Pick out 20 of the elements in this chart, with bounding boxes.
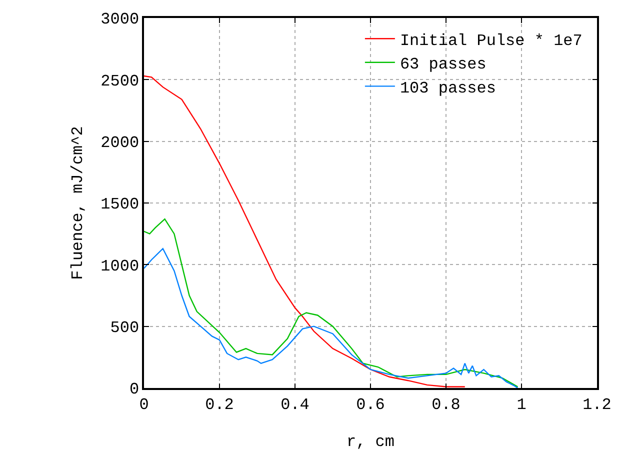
x-tick-label: 1.2 <box>582 396 612 414</box>
y-tick-label: 2000 <box>100 134 140 152</box>
legend-label: 63 passes <box>400 56 486 74</box>
x-axis-title: r, cm <box>346 433 395 452</box>
y-tick-label: 1000 <box>100 257 140 276</box>
x-tick-label: 0.4 <box>280 396 310 414</box>
x-tick-label: 0.2 <box>205 396 234 414</box>
y-tick-label: 500 <box>110 318 140 337</box>
x-tick-label: 0.8 <box>432 396 460 414</box>
y-tick-label: 0 <box>129 380 140 399</box>
legend-label: 103 passes <box>400 79 496 98</box>
y-tick-label: 1500 <box>100 196 140 214</box>
y-axis-title: Fluence, mJ/cm^2 <box>69 126 88 280</box>
x-tick-label: 0.6 <box>356 396 385 414</box>
x-tick-label: 1 <box>516 396 526 414</box>
legend-label: Initial Pulse * 1e7 <box>400 32 582 50</box>
line-series <box>144 218 518 388</box>
y-tick-label: 3000 <box>100 10 140 29</box>
y-tick-label: 2500 <box>100 72 140 90</box>
line-series <box>144 248 518 388</box>
